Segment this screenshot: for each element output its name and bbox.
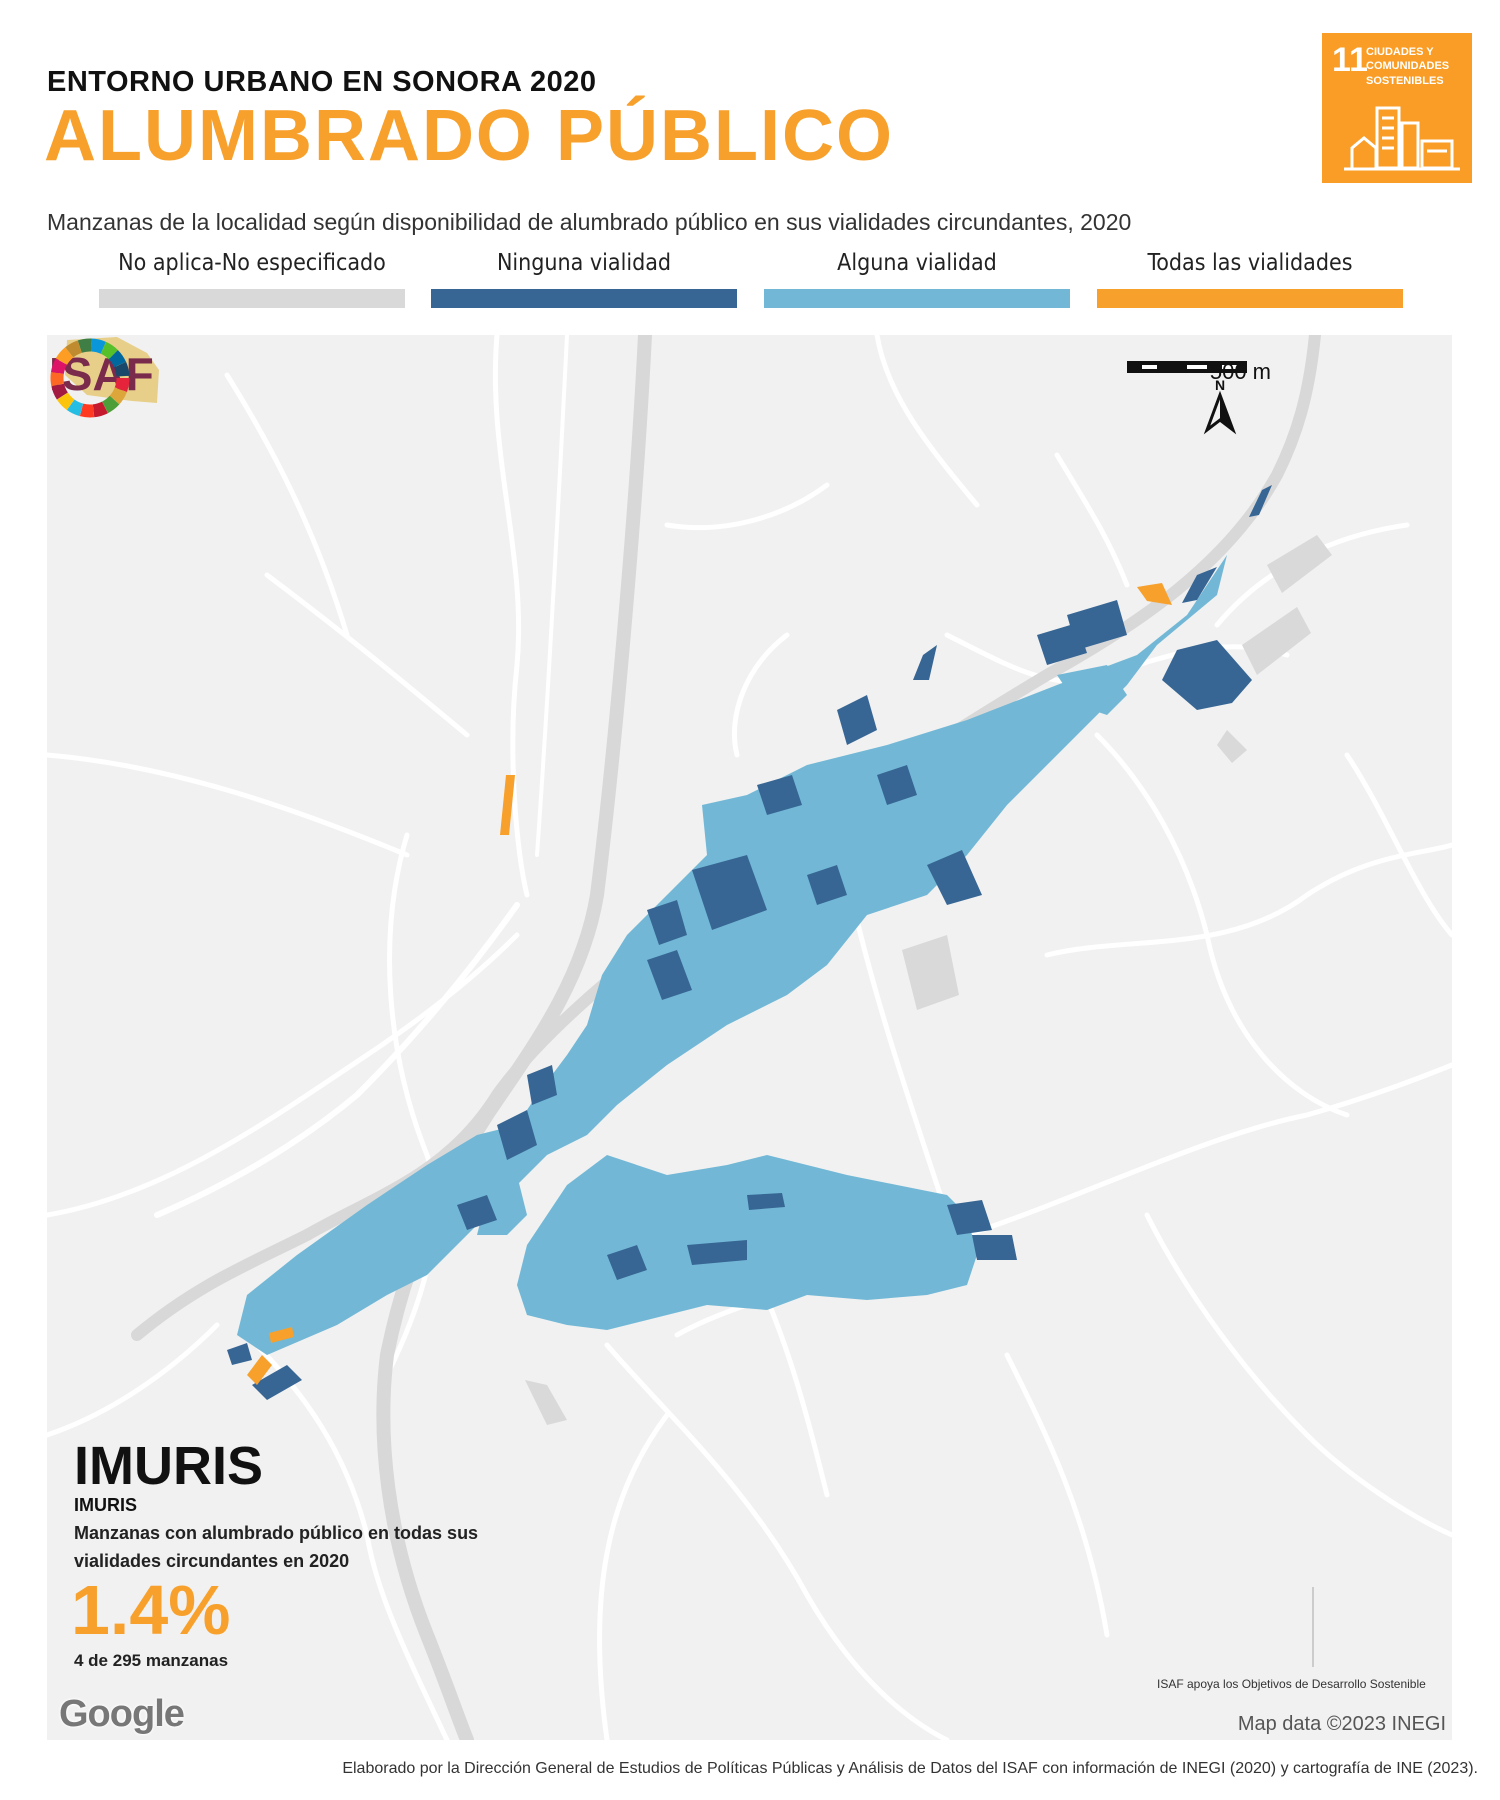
legend-label-alguna: Alguna vialidad <box>837 250 997 276</box>
blocks-ninguna-vialidad <box>227 485 1272 1400</box>
blocks-no-aplica <box>525 535 1332 1425</box>
scale-bar <box>1127 361 1247 373</box>
sdg-wheel-icon <box>50 338 130 418</box>
map-subtitle: Manzanas de la localidad según disponibi… <box>47 209 1132 235</box>
supertitle: ENTORNO URBANO EN SONORA 2020 <box>47 66 597 98</box>
footer-credits: Elaborado por la Dirección General de Es… <box>342 1760 1478 1777</box>
north-label: N <box>1215 377 1226 393</box>
legend-label-na: No aplica-No especificado <box>118 250 386 276</box>
city-buildings-icon <box>1344 106 1460 171</box>
sdg-number: 11 <box>1332 41 1368 79</box>
indicator-count: 4 de 295 manzanas <box>74 1651 229 1670</box>
north-arrow-icon <box>1203 390 1237 435</box>
scale-label: 500 m <box>1209 359 1271 384</box>
google-logo: Google <box>59 1693 185 1735</box>
blocks-todas-vialidades <box>247 583 1172 1385</box>
legend-label-ninguna: Ninguna vialidad <box>496 250 672 276</box>
legend-swatch-alguna <box>764 289 1070 308</box>
blocks-alguna-vialidad <box>237 555 1227 1355</box>
legend-swatch-ninguna <box>431 289 737 308</box>
logo-divider <box>1312 1587 1314 1667</box>
locality-name: IMURIS <box>74 1495 137 1515</box>
page-title: ALUMBRADO PÚBLICO <box>44 96 894 176</box>
map-canvas <box>47 335 1452 1740</box>
indicator-value: 1.4% <box>71 1571 231 1649</box>
legend-swatch-todas <box>1097 289 1403 308</box>
sdg-text: CIUDADES Y COMUNIDADES SOSTENIBLES <box>1366 46 1450 87</box>
indicator-label: Manzanas con alumbrado público en todas … <box>74 1523 479 1571</box>
municipality-name: IMURIS <box>74 1436 263 1496</box>
isaf-caption: ISAF apoya los Objetivos de Desarrollo S… <box>1157 1677 1426 1691</box>
sdg-11-badge: 11 CIUDADES Y COMUNIDADES SOSTENIBLES <box>1322 33 1472 183</box>
legend-label-todas: Todas las vialidades <box>1147 250 1353 276</box>
map-panel[interactable]: 500 m N IMURIS IMURIS Manzanas con alumb… <box>47 335 1452 1740</box>
map-attribution: Map data ©2023 INEGI <box>1237 1713 1446 1735</box>
legend-swatch-na <box>99 289 405 308</box>
